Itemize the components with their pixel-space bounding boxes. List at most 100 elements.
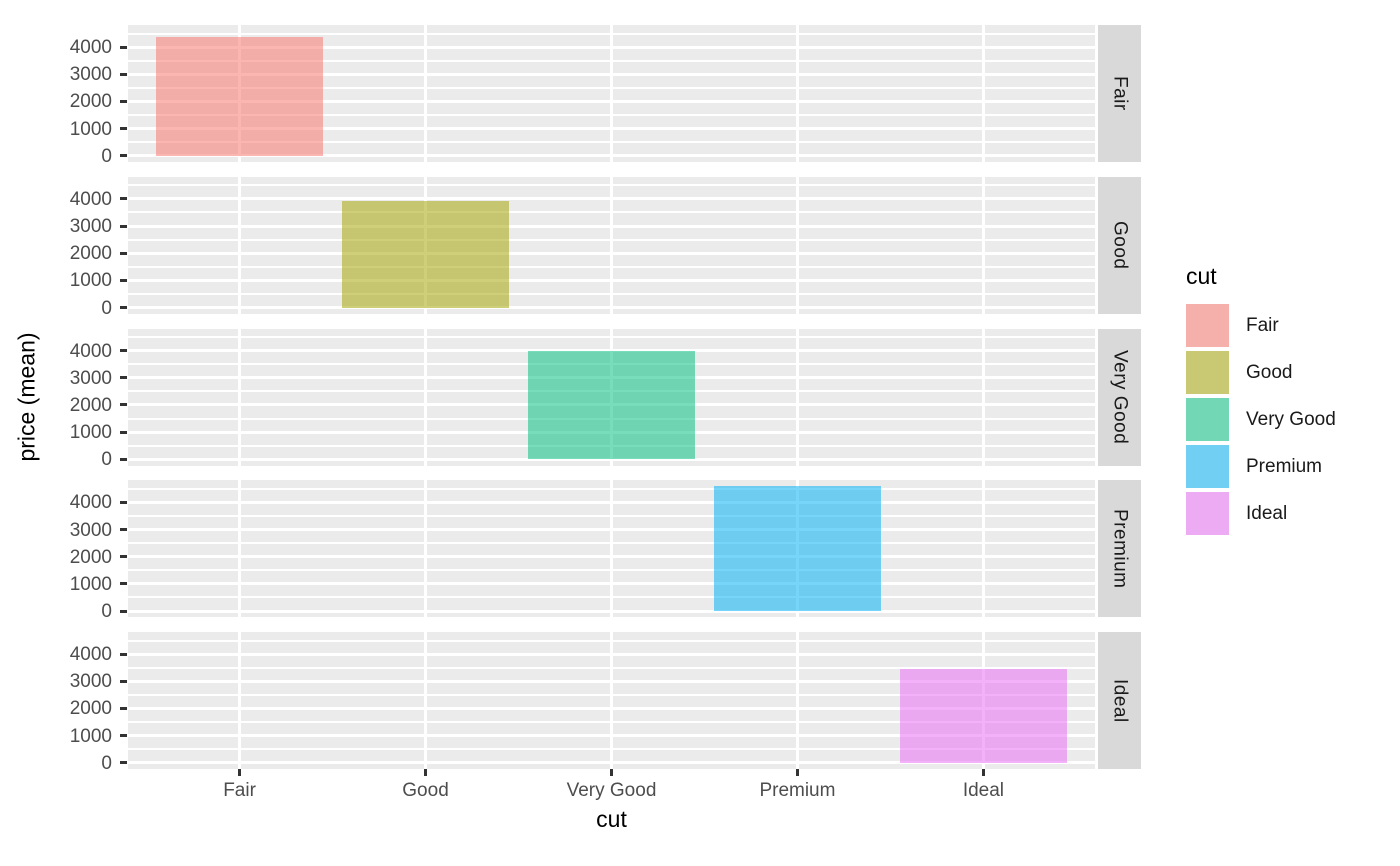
gridline-major-x <box>795 328 799 466</box>
x-tick-mark <box>981 769 985 776</box>
facet-strip-label: Premium <box>1109 508 1131 589</box>
y-tick-label: 0 <box>101 297 112 319</box>
y-tick-label: 2000 <box>69 698 112 720</box>
legend-entry-ideal: Ideal <box>1186 492 1336 536</box>
gridline-major-x <box>424 632 428 769</box>
x-tick-mark <box>424 769 428 776</box>
x-tick-label: Good <box>402 780 449 801</box>
y-tick-label: 2000 <box>69 394 112 416</box>
legend-swatch <box>1186 398 1229 442</box>
bar-ideal <box>899 668 1068 763</box>
y-tick-label: 0 <box>101 449 112 471</box>
x-tick-label: Premium <box>759 780 836 801</box>
facet-strip-label: Good <box>1109 221 1131 270</box>
facet-strip-label: Very Good <box>1109 349 1131 445</box>
legend-label: Ideal <box>1246 502 1288 524</box>
gridline-major-x <box>238 632 242 769</box>
x-tick-mark <box>795 769 799 776</box>
gridline-major-x <box>795 176 799 314</box>
legend-swatch-fill <box>1186 492 1229 536</box>
facet-strip-premium: Premium <box>1098 480 1141 618</box>
y-tick-mark <box>120 127 127 131</box>
y-tick-mark <box>120 72 127 76</box>
y-tick-mark <box>120 528 127 531</box>
gridline-major-x <box>981 176 985 314</box>
legend-label: Very Good <box>1246 408 1336 430</box>
y-tick-mark <box>120 197 127 201</box>
gridline-major-x <box>981 480 985 618</box>
facet-panel-premium <box>128 480 1095 618</box>
x-axis-title: cut <box>596 806 627 832</box>
facet-strip-label: Ideal <box>1109 678 1131 723</box>
y-tick-label: 1000 <box>69 422 112 444</box>
facet-panel-fair <box>128 25 1095 162</box>
gridline-major-x <box>795 632 799 769</box>
legend-keys: Fair Good Very Good Premium Ideal <box>1186 304 1336 536</box>
y-tick-label: 4000 <box>69 188 112 210</box>
gridline-major-x <box>424 480 428 618</box>
legend-entry-fair: Fair <box>1186 304 1336 348</box>
y-tick-label: 4000 <box>69 340 112 362</box>
legend-swatch <box>1186 492 1229 536</box>
y-tick-mark <box>120 349 127 353</box>
y-tick-label: 1000 <box>69 725 112 747</box>
y-tick-mark <box>120 706 127 710</box>
bar-fair <box>155 37 324 156</box>
y-tick-mark <box>120 251 127 255</box>
y-tick-label: 4000 <box>69 492 112 514</box>
bar-premium <box>713 486 882 612</box>
y-tick-label: 2000 <box>69 91 112 113</box>
legend-swatch <box>1186 304 1229 348</box>
gridline-major-x <box>238 328 242 466</box>
y-tick-label: 3000 <box>69 367 112 389</box>
x-tick-label: Very Good <box>566 780 657 801</box>
legend-swatch-fill <box>1186 445 1229 489</box>
y-tick-label: 1000 <box>69 573 112 595</box>
y-tick-label: 1000 <box>69 270 112 292</box>
x-tick-mark <box>238 769 242 776</box>
facet-strip-ideal: Ideal <box>1098 632 1141 769</box>
y-tick-label: 4000 <box>69 37 112 59</box>
legend-entry-very-good: Very Good <box>1186 398 1336 442</box>
y-tick-mark <box>120 430 127 434</box>
x-tick-label: Fair <box>223 780 256 801</box>
y-tick-mark <box>120 555 127 559</box>
legend-swatch-fill <box>1186 304 1229 348</box>
y-tick-label: 0 <box>101 601 112 623</box>
y-tick-mark <box>120 278 127 282</box>
y-tick-label: 0 <box>101 145 112 167</box>
legend-swatch-fill <box>1186 398 1229 442</box>
y-tick-mark <box>120 45 127 49</box>
y-tick-label: 3000 <box>69 64 112 86</box>
gridline-major-x <box>238 176 242 314</box>
y-tick-label: 3000 <box>69 671 112 693</box>
y-tick-mark <box>120 224 127 228</box>
legend-title: cut <box>1186 263 1217 289</box>
y-tick-label: 1000 <box>69 118 112 140</box>
legend-swatch-fill <box>1186 351 1229 395</box>
bar-good <box>341 200 510 308</box>
gridline-major-x <box>610 176 613 314</box>
legend-swatch <box>1186 445 1229 489</box>
y-tick-label: 2000 <box>69 243 112 265</box>
legend: cut Fair Good Very Good Premium Ideal <box>1186 263 1336 536</box>
facet-strip-fair: Fair <box>1098 25 1141 162</box>
y-tick-label: 3000 <box>69 519 112 541</box>
y-tick-mark <box>120 652 127 656</box>
y-tick-mark <box>120 500 127 504</box>
gridline-major-x <box>238 480 242 618</box>
gridline-major-x <box>610 632 613 769</box>
y-tick-mark <box>120 734 127 738</box>
gridline-major-x <box>424 328 428 466</box>
y-tick-mark <box>120 99 127 103</box>
legend-swatch <box>1186 351 1229 395</box>
y-tick-label: 0 <box>101 752 112 774</box>
gridline-major-x <box>610 25 613 162</box>
y-tick-label: 2000 <box>69 546 112 568</box>
gridline-major-x <box>981 25 985 162</box>
y-tick-mark <box>120 761 127 765</box>
y-tick-mark <box>120 457 127 461</box>
x-tick-label: Ideal <box>962 780 1005 801</box>
gridline-major-x <box>424 25 428 162</box>
